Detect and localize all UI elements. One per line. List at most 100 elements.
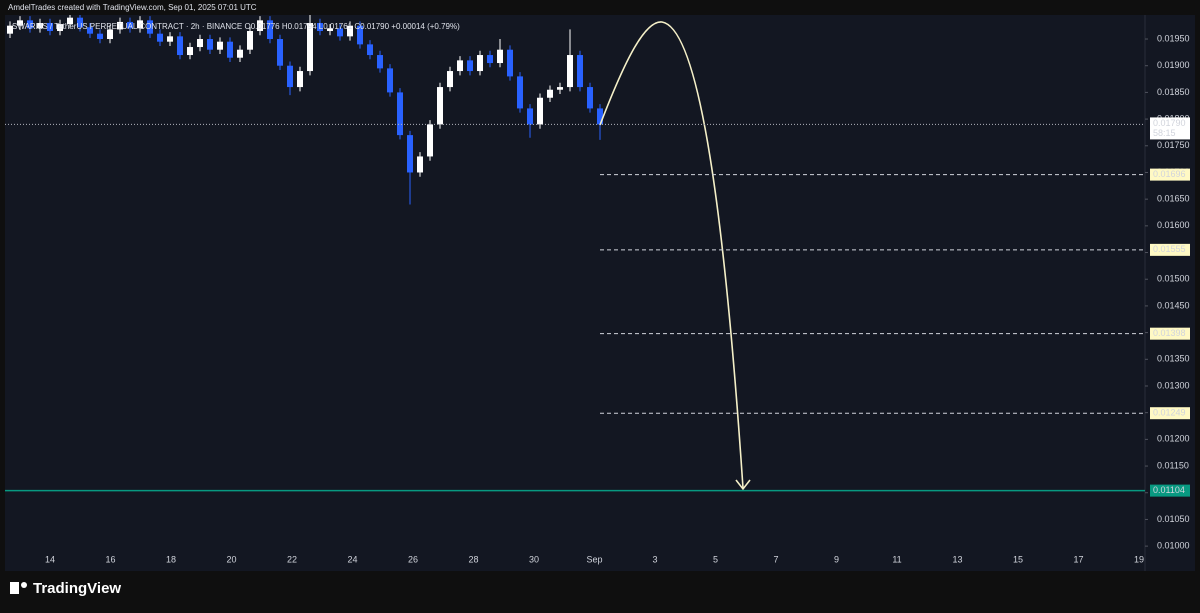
candle-body: [157, 33, 163, 42]
countdown: 58:15: [1153, 128, 1176, 138]
candle-body: [367, 44, 373, 56]
x-tick-label: 7: [773, 554, 778, 564]
candle-body: [527, 108, 533, 125]
level-label: 0.01696: [1153, 169, 1186, 179]
candle-body: [277, 39, 283, 66]
x-tick-label: 22: [287, 554, 297, 564]
y-tick-label: 0.01300: [1157, 380, 1190, 390]
candle-body: [267, 20, 273, 40]
y-tick-label: 0.01500: [1157, 274, 1190, 284]
candle-body: [47, 23, 53, 32]
candle-body: [237, 49, 243, 58]
candle-body: [97, 33, 103, 40]
candle-body: [327, 28, 333, 32]
y-tick-label: 0.01950: [1157, 33, 1190, 43]
x-tick-label: 5: [713, 554, 718, 564]
candle-body: [447, 71, 453, 88]
candle-body: [387, 68, 393, 93]
candle-body: [57, 24, 63, 32]
candle-body: [217, 41, 223, 50]
x-tick-label: 9: [834, 554, 839, 564]
candle-body: [307, 23, 313, 72]
level-label-box: [1150, 327, 1190, 340]
level-label-box: [1150, 243, 1190, 256]
candle-body: [597, 108, 603, 125]
y-tick-label: 0.01200: [1157, 434, 1190, 444]
arrow-head: [735, 479, 751, 491]
candle-body: [437, 87, 443, 125]
candle-body: [167, 36, 173, 42]
candle-body: [497, 49, 503, 64]
candle-body: [147, 20, 153, 34]
symbol-legend: SWARMS / TetherUS PERPETUAL CONTRACT · 2…: [12, 22, 460, 31]
candle-body: [377, 55, 383, 69]
candle-body: [7, 25, 13, 34]
y-tick-label: 0.01600: [1157, 220, 1190, 230]
candle-body: [127, 21, 133, 29]
candle-body: [477, 55, 483, 72]
x-tick-label: 26: [408, 554, 418, 564]
candle-body: [547, 89, 553, 98]
candle-body: [337, 28, 343, 37]
x-tick-label: Sep: [586, 554, 602, 564]
forecast-arrow: [599, 21, 744, 489]
candle-body: [517, 76, 523, 109]
candle-body: [357, 25, 363, 45]
candle-body: [87, 27, 93, 34]
candle-body: [407, 135, 413, 173]
final-target-label-box: [1150, 484, 1190, 497]
brand: TradingView: [33, 580, 121, 597]
candle-body: [487, 55, 493, 64]
logo: [10, 582, 27, 594]
candle-body: [257, 20, 263, 32]
candle-body: [137, 20, 143, 29]
candle-body: [247, 31, 253, 50]
candle-body: [297, 71, 303, 88]
x-tick-label: 19: [1134, 554, 1144, 564]
candle-body: [67, 17, 73, 25]
candle-body: [427, 124, 433, 157]
x-tick-label: 24: [347, 554, 357, 564]
y-tick-label: 0.01150: [1157, 460, 1189, 470]
x-tick-label: 3: [652, 554, 657, 564]
y-tick-label: 0.01450: [1157, 300, 1190, 310]
attribution: AmdelTrades created with TradingView.com…: [8, 3, 257, 12]
candle-body: [577, 55, 583, 88]
candle-body: [567, 55, 573, 88]
plot-background: [5, 15, 1195, 571]
candle-body: [117, 21, 123, 30]
candle-body: [227, 41, 233, 58]
final-target-label: 0.01104: [1153, 485, 1185, 495]
x-tick-label: 16: [105, 554, 115, 564]
level-label: 0.01555: [1153, 244, 1186, 254]
x-tick-label: 14: [45, 554, 55, 564]
x-tick-label: 11: [892, 554, 901, 564]
candle-body: [467, 60, 473, 72]
level-label-box: [1150, 168, 1190, 181]
y-tick-label: 0.01350: [1157, 354, 1190, 364]
candle-body: [507, 49, 513, 77]
x-tick-label: 30: [529, 554, 539, 564]
candle-body: [17, 20, 23, 26]
y-tick-label: 0.01050: [1157, 514, 1190, 524]
candle-body: [287, 65, 293, 88]
current-price-label: 0.01790: [1153, 118, 1186, 128]
x-tick-label: 17: [1073, 554, 1083, 564]
y-tick-label: 0.01000: [1157, 540, 1190, 550]
x-tick-label: 13: [952, 554, 962, 564]
candle-body: [207, 39, 213, 50]
x-tick-label: 18: [166, 554, 176, 564]
level-label: 0.01398: [1153, 328, 1186, 338]
candle-body: [37, 23, 43, 29]
x-tick-label: 20: [226, 554, 236, 564]
x-tick-label: 28: [468, 554, 478, 564]
candle-body: [347, 25, 353, 37]
candle-body: [587, 87, 593, 109]
candle-body: [397, 92, 403, 136]
candle-body: [537, 97, 543, 125]
y-tick-label: 0.01750: [1157, 140, 1190, 150]
y-tick-label: 0.01650: [1157, 194, 1190, 204]
level-label-box: [1150, 407, 1190, 420]
candle-body: [177, 36, 183, 56]
